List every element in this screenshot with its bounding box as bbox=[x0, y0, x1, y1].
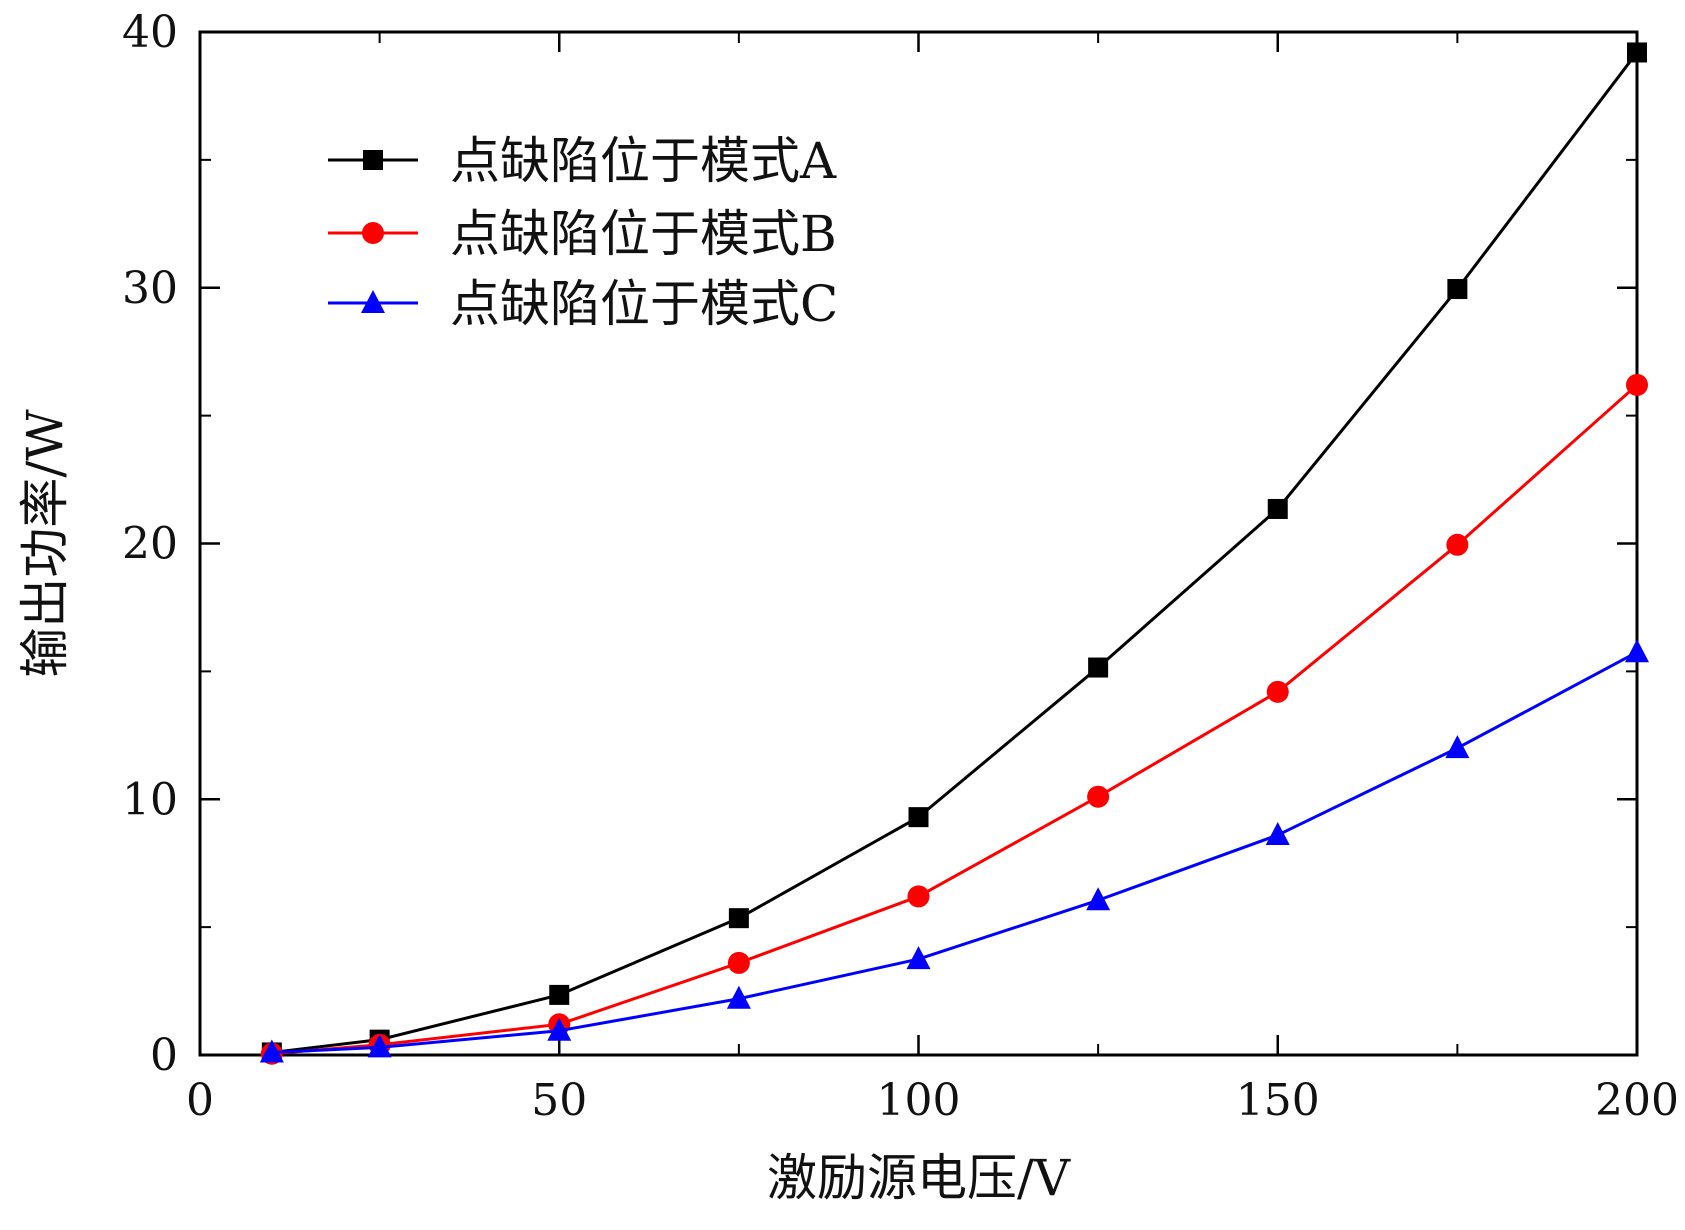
x-tick-label: 0 bbox=[186, 1075, 214, 1126]
data-point bbox=[547, 1017, 572, 1041]
data-point bbox=[549, 984, 570, 1005]
legend-marker bbox=[362, 222, 384, 244]
x-tick-label: 50 bbox=[531, 1075, 587, 1126]
series-line bbox=[271, 650, 1638, 1054]
data-point bbox=[907, 885, 930, 908]
data-point bbox=[1265, 822, 1290, 846]
legend-label: 点缺陷位于模式B bbox=[450, 205, 837, 263]
y-tick-label: 10 bbox=[122, 774, 178, 825]
y-tick-label: 0 bbox=[150, 1030, 178, 1081]
data-point bbox=[1446, 533, 1469, 556]
data-point bbox=[728, 908, 749, 929]
series-1 bbox=[261, 42, 1647, 1063]
series-3 bbox=[259, 639, 1649, 1063]
data-point bbox=[908, 807, 929, 828]
data-point bbox=[1088, 657, 1109, 678]
legend-marker bbox=[361, 290, 385, 313]
series-2 bbox=[260, 373, 1648, 1065]
data-point bbox=[1447, 279, 1468, 300]
x-axis-label: 激励源电压/V bbox=[767, 1149, 1071, 1207]
x-tick-label: 150 bbox=[1236, 1075, 1320, 1126]
data-point bbox=[726, 985, 751, 1009]
data-point bbox=[1087, 785, 1110, 808]
data-point bbox=[259, 1039, 284, 1063]
y-axis-label: 输出功率/W bbox=[16, 409, 74, 678]
legend-label: 点缺陷位于模式C bbox=[450, 275, 838, 333]
data-point bbox=[1627, 42, 1647, 63]
axes: 0 50 100 150 200 0 10 20 30 40 bbox=[122, 7, 1679, 1126]
data-point bbox=[1086, 887, 1111, 911]
x-tick-label: 100 bbox=[877, 1075, 961, 1126]
legend-item: 点缺陷位于模式B bbox=[328, 205, 837, 263]
data-point bbox=[906, 946, 931, 970]
y-tick-label: 20 bbox=[122, 519, 178, 570]
data-point bbox=[1266, 680, 1289, 703]
legend-marker bbox=[363, 150, 383, 170]
y-tick-label: 30 bbox=[122, 263, 178, 314]
data-point bbox=[1267, 498, 1288, 519]
legend-item: 点缺陷位于模式A bbox=[328, 132, 837, 190]
data-point bbox=[1445, 735, 1470, 759]
data-point bbox=[1625, 639, 1649, 663]
series-line bbox=[271, 383, 1638, 1056]
series-line bbox=[271, 51, 1639, 1054]
x-tick-label: 200 bbox=[1595, 1075, 1679, 1126]
legend: 点缺陷位于模式A 点缺陷位于模式B 点缺陷位于模式C bbox=[328, 132, 838, 333]
y-tick-label: 40 bbox=[122, 7, 178, 58]
series-group bbox=[259, 42, 1649, 1065]
data-point bbox=[1626, 373, 1648, 396]
data-point bbox=[367, 1034, 392, 1058]
data-point bbox=[727, 951, 750, 974]
legend-item: 点缺陷位于模式C bbox=[328, 275, 838, 333]
legend-label: 点缺陷位于模式A bbox=[450, 132, 837, 190]
